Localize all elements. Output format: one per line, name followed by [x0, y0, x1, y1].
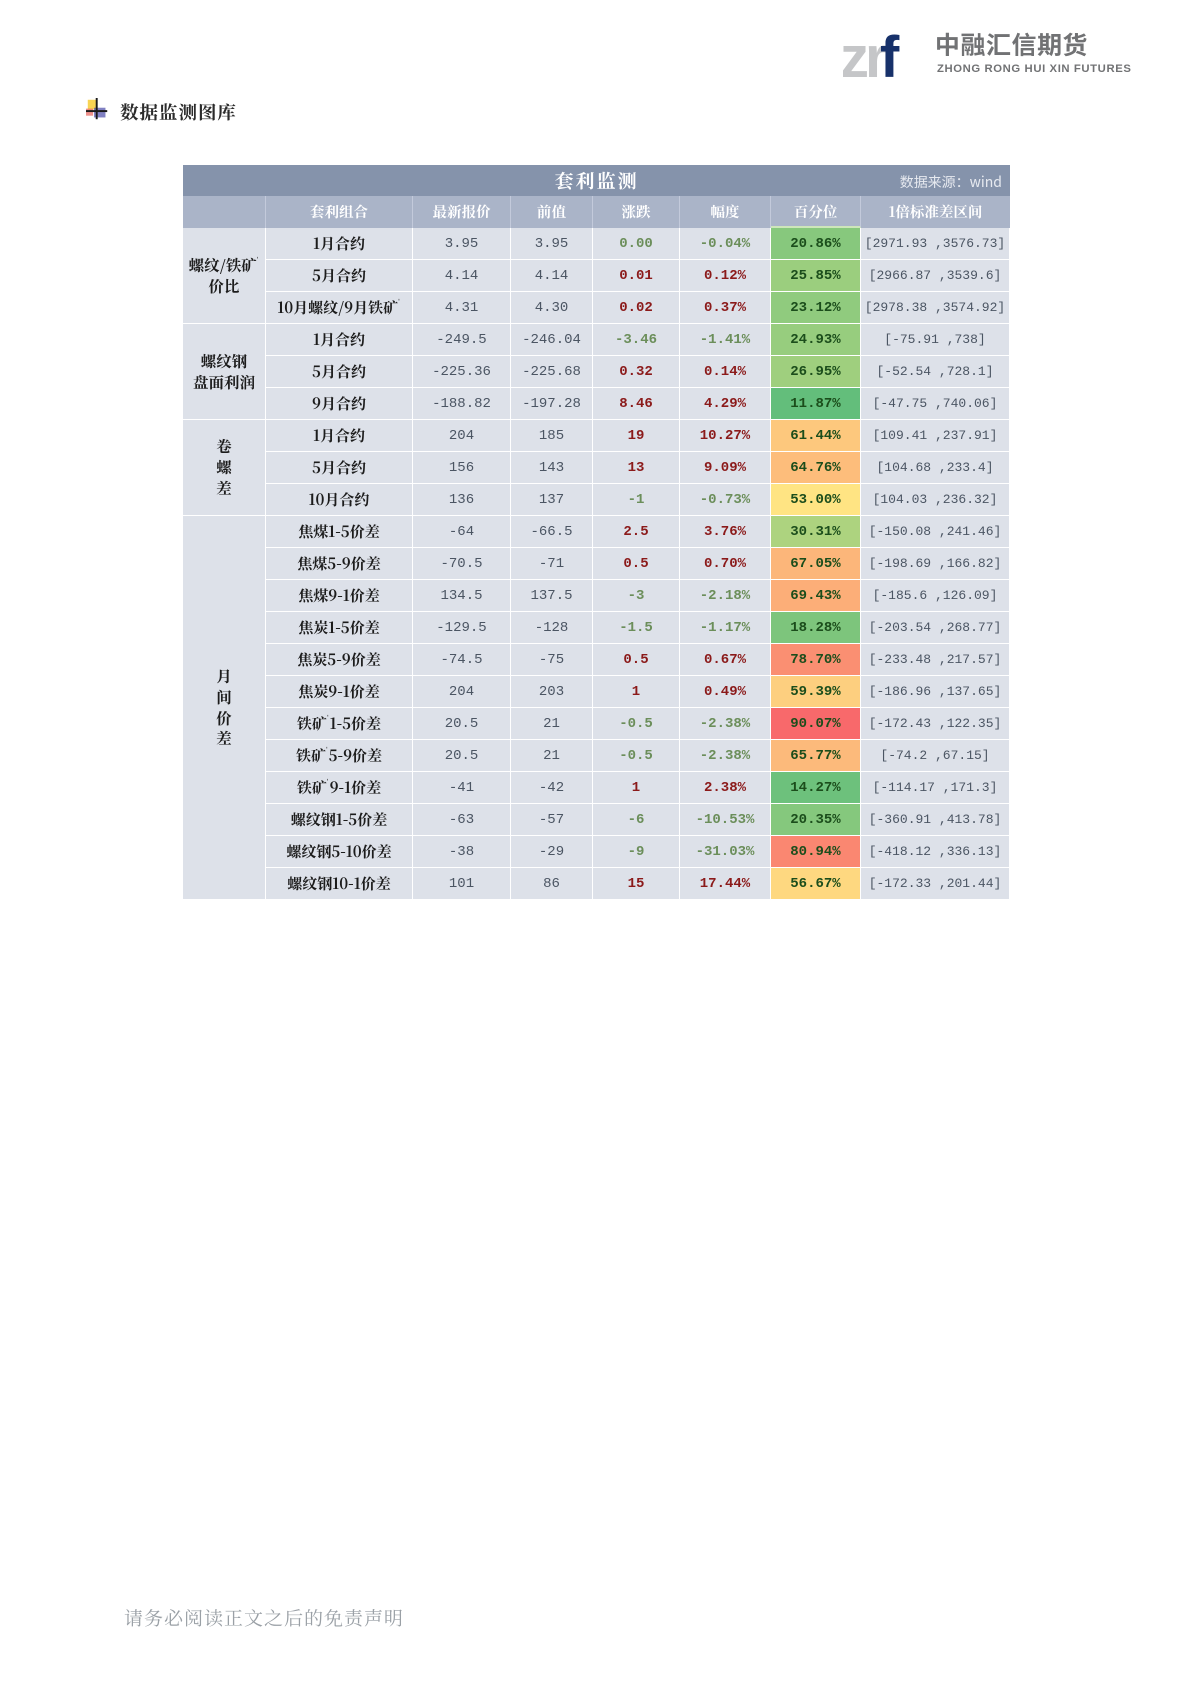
svg-text:f: f — [880, 25, 900, 90]
